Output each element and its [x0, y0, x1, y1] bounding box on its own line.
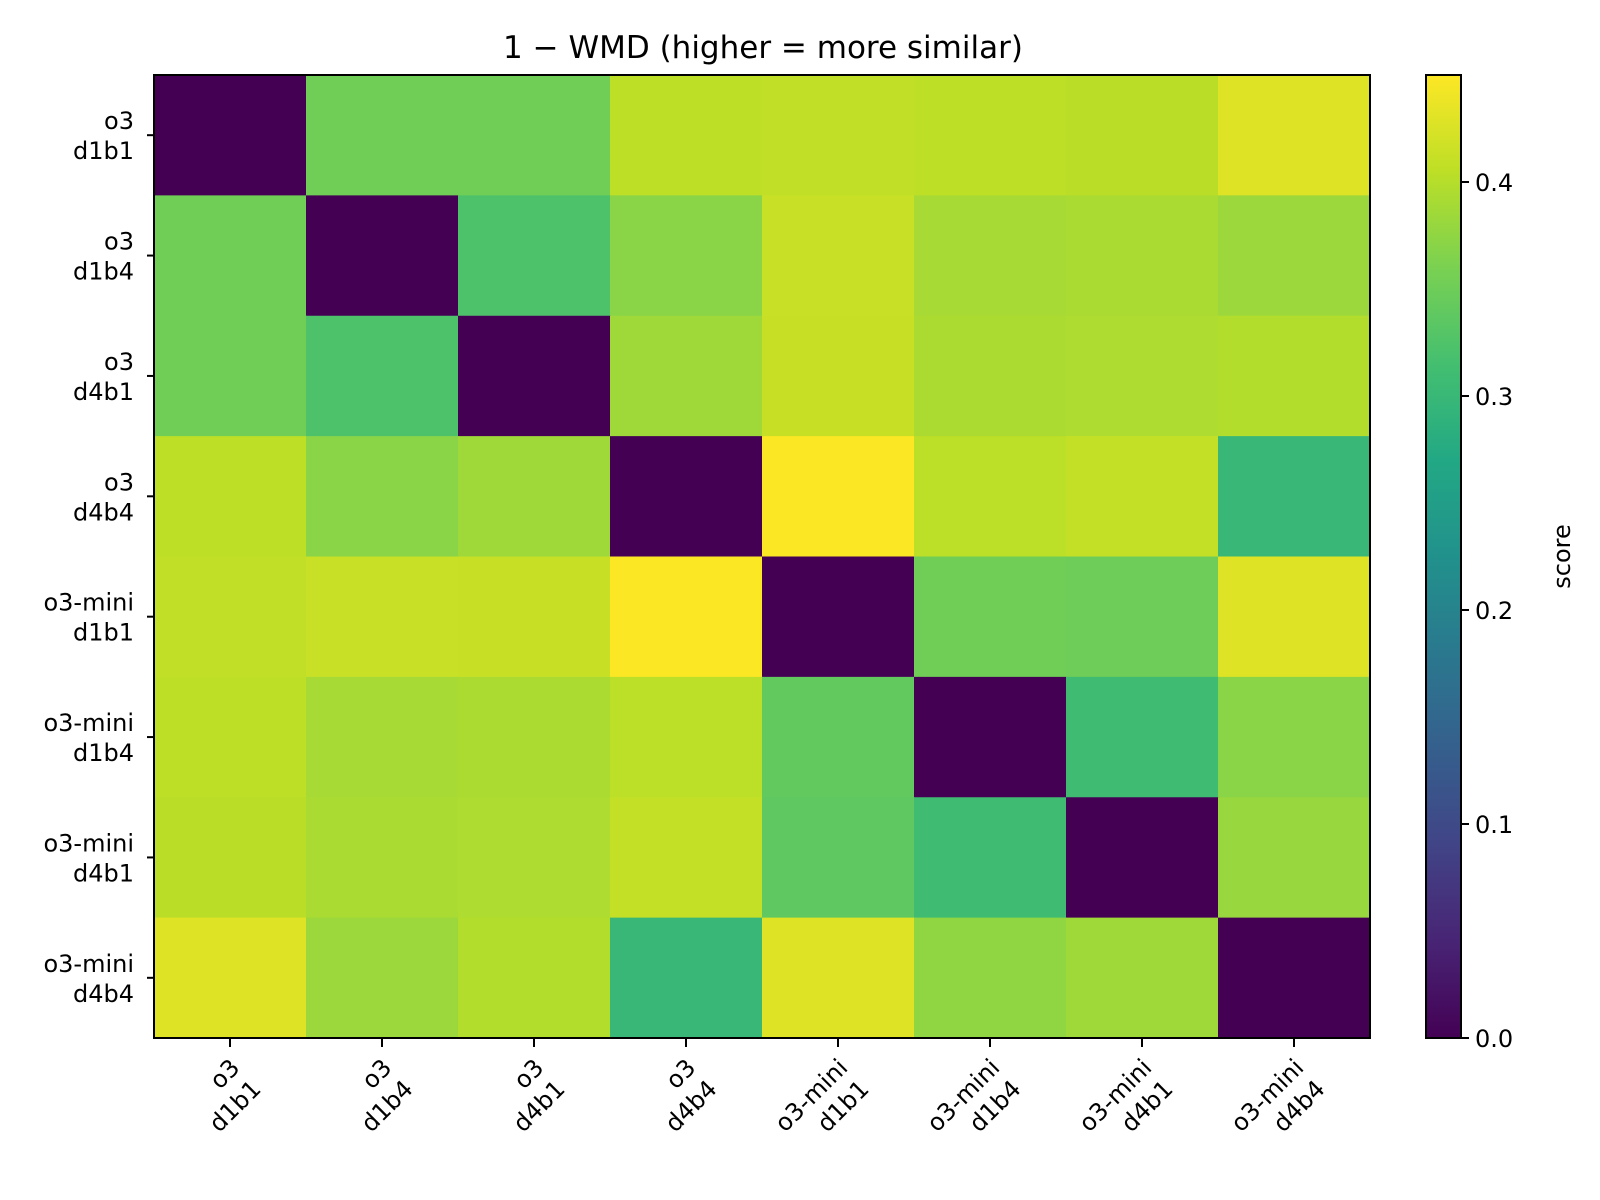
x-tick-label: o3-minid4b4 — [1225, 1054, 1330, 1159]
heatmap-cell — [154, 676, 307, 798]
x-tick-label: o3d1b1 — [182, 1054, 266, 1138]
x-tick-label: o3-minid1b1 — [769, 1054, 874, 1159]
y-tick-label: o3 d1b1 — [73, 107, 134, 165]
heatmap-cell — [762, 556, 915, 678]
x-tick-label: o3d4b1 — [486, 1054, 570, 1138]
heatmap-cell — [1066, 797, 1219, 919]
heatmap-cell — [610, 436, 763, 558]
colorbar-tick-label: 0.4 — [1475, 169, 1513, 197]
heatmap-cell — [154, 917, 307, 1039]
heatmap-cell — [1066, 315, 1219, 437]
heatmap-cell — [1218, 436, 1371, 558]
heatmap-cell — [1218, 195, 1371, 317]
heatmap-cell — [914, 917, 1067, 1039]
heatmap-cell — [914, 556, 1067, 678]
heatmap-cell — [306, 797, 459, 919]
heatmap-cell — [1066, 556, 1219, 678]
heatmap-cell — [306, 676, 459, 798]
heatmap-cell — [914, 436, 1067, 558]
heatmap-cell — [1066, 195, 1219, 317]
colorbar-gradient — [1426, 75, 1461, 1038]
heatmap-cell — [762, 917, 915, 1039]
colorbar-label: score — [1548, 524, 1576, 589]
heatmap-cell — [762, 195, 915, 317]
heatmap-cell — [762, 436, 915, 558]
heatmap-cell — [914, 75, 1067, 196]
row-labels: o3 d1b1 o3 d1b4 o3 d4b1 o3 d4b4 o3-mini d1b1 o3-mi… — [43, 107, 154, 1008]
x-tick-label: o3-minid1b4 — [921, 1054, 1026, 1159]
heatmap-cell — [458, 436, 611, 558]
y-tick-label: o3-mini d1b1 — [43, 589, 134, 647]
heatmap-cell — [914, 797, 1067, 919]
heatmap-cell — [458, 315, 611, 437]
heatmap-cell — [306, 75, 459, 196]
colorbar-tick-label: 0.3 — [1475, 383, 1513, 411]
colorbar-frame — [1425, 74, 1462, 1039]
heatmap-cell — [762, 315, 915, 437]
heatmap-cell — [306, 917, 459, 1039]
heatmap-cell — [154, 556, 307, 678]
plot-frame — [153, 74, 1371, 1039]
heatmap-cell — [1218, 556, 1371, 678]
colorbar-tick-label: 0.2 — [1475, 597, 1513, 625]
heatmap-cell — [306, 315, 459, 437]
heatmap-cell — [1218, 797, 1371, 919]
heatmap-cell — [1218, 917, 1371, 1039]
heatmap-cell — [458, 917, 611, 1039]
heatmap-cell — [610, 315, 763, 437]
heatmap-cell — [458, 195, 611, 317]
heatmap-cells — [154, 75, 1371, 1039]
heatmap-cell — [762, 797, 915, 919]
heatmap-cell — [914, 676, 1067, 798]
heatmap-cell — [1218, 315, 1371, 437]
heatmap-cell — [154, 315, 307, 437]
heatmap-cell — [610, 75, 763, 196]
y-tick-label: o3-mini d4b1 — [43, 829, 134, 887]
heatmap-cell — [762, 75, 915, 196]
heatmap-cell — [306, 436, 459, 558]
heatmap-cell — [1066, 75, 1219, 196]
heatmap-cell — [458, 676, 611, 798]
heatmap-cell — [1218, 75, 1371, 196]
heatmap-cell — [458, 797, 611, 919]
y-tick-label: o3 d1b4 — [73, 228, 134, 286]
heatmap-cell — [458, 556, 611, 678]
x-tick-label: o3-minid4b1 — [1073, 1054, 1178, 1159]
column-labels: o3d1b1 o3d1b4 o3d4b1 o3d4b4 o3-minid1b1 o3-mi… — [182, 1038, 1331, 1159]
heatmap-cell — [306, 195, 459, 317]
heatmap-cell — [914, 315, 1067, 437]
chart-title: 1 − WMD (higher = more similar) — [503, 30, 1023, 66]
heatmap-cell — [306, 556, 459, 678]
heatmap-cell — [1218, 676, 1371, 798]
heatmap-cell — [762, 676, 915, 798]
heatmap-cell — [154, 436, 307, 558]
heatmap-cell — [610, 676, 763, 798]
heatmap-cell — [154, 797, 307, 919]
heatmap-cell — [458, 75, 611, 196]
colorbar-ticks: 0.0 0.1 0.2 0.3 0.4 — [1461, 169, 1513, 1053]
heatmap-cell — [610, 556, 763, 678]
y-tick-label: o3 d4b4 — [73, 468, 134, 526]
heatmap-cell — [154, 195, 307, 317]
heatmap-cell — [1066, 917, 1219, 1039]
y-tick-label: o3-mini d1b4 — [43, 709, 134, 767]
x-tick-label: o3d1b4 — [334, 1054, 418, 1138]
colorbar-tick-label: 0.0 — [1475, 1025, 1513, 1053]
heatmap-cell — [610, 195, 763, 317]
colorbar-tick-label: 0.1 — [1475, 811, 1513, 839]
colorbar: 0.0 0.1 0.2 0.3 0.4 score — [1425, 74, 1576, 1053]
heatmap-cell — [1066, 676, 1219, 798]
x-tick-label: o3d4b4 — [638, 1054, 722, 1138]
heatmap-cell — [154, 75, 307, 196]
heatmap-cell — [610, 917, 763, 1039]
y-tick-label: o3-mini d4b4 — [43, 950, 134, 1008]
y-tick-label: o3 d4b1 — [73, 348, 134, 406]
heatmap-cell — [610, 797, 763, 919]
heatmap-cell — [1066, 436, 1219, 558]
heatmap-cell — [914, 195, 1067, 317]
